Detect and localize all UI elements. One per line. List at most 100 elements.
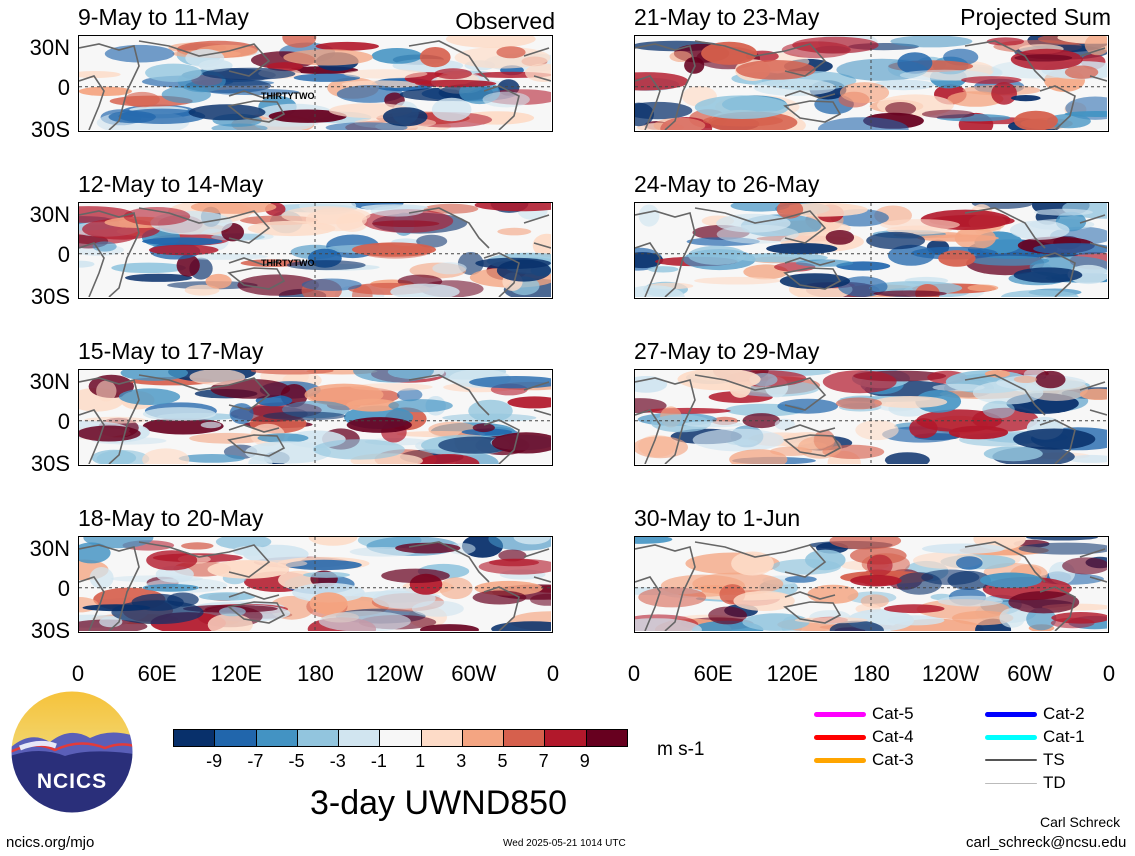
longitude-label: 120E (210, 661, 263, 686)
coastline (635, 409, 661, 464)
colorbar-tick-label: 3 (456, 751, 467, 771)
coastline (79, 210, 140, 297)
longitude-label: 0 (71, 661, 85, 686)
panel-title-r3: 30-May to 1-Jun (634, 505, 801, 531)
wind-anomaly-map (635, 36, 1107, 130)
coastline (227, 434, 286, 457)
author-email[interactable]: carl_schreck@ncsu.edu (966, 834, 1127, 851)
wind-anomaly-map (635, 203, 1107, 297)
coastline (1079, 381, 1106, 391)
colorbar-swatch (421, 730, 463, 746)
latitude-label: 30S (30, 284, 70, 309)
coastline (533, 576, 551, 583)
legend-label: Cat-2 (1043, 704, 1085, 723)
coastline (1089, 576, 1107, 583)
ncics-logo: NCICS (10, 690, 134, 814)
colorbar-tick-label: 9 (579, 751, 590, 771)
longitude-label: 60E (693, 661, 733, 686)
longitude-label: 120E (766, 661, 819, 686)
legend-item: Cat-4 (814, 727, 914, 747)
coastline (1079, 214, 1106, 224)
wind-anomaly-map (635, 370, 1107, 464)
map-panel-l1 (78, 202, 553, 299)
coastline (783, 100, 842, 123)
coastline (964, 207, 1046, 249)
main-title: 3-day UWND850 (310, 784, 567, 822)
coastline (138, 40, 271, 77)
coastline (635, 242, 661, 297)
legend-swatch (985, 759, 1037, 761)
coastline (964, 40, 1046, 82)
observed-header: Observed (455, 8, 555, 34)
coastline (408, 541, 490, 583)
colorbar-tick-label: 5 (497, 751, 508, 771)
coastline (783, 601, 842, 624)
latitude-label: 30S (30, 451, 70, 476)
map-panel-r3 (634, 536, 1109, 633)
coastline (784, 424, 836, 433)
map-panel-l0 (78, 35, 553, 132)
legend-item: Cat-2 (985, 704, 1085, 724)
legend-label: Cat-1 (1043, 727, 1085, 746)
footer-url[interactable]: ncics.org/mjo (6, 834, 95, 851)
coastline (228, 257, 280, 266)
coastline (635, 210, 696, 297)
legend-label: TD (1043, 773, 1066, 792)
latitude-label: 30N (29, 202, 70, 227)
coastline (1039, 586, 1076, 631)
coastline (523, 47, 550, 57)
longitude-label: 120W (365, 661, 424, 686)
colorbar-swatch (215, 730, 257, 746)
coastline (533, 242, 551, 249)
legend-label: Cat-3 (872, 750, 914, 769)
legend-label: TS (1043, 750, 1065, 769)
coastline (79, 377, 140, 464)
panel-title-l2: 15-May to 17-May (78, 338, 264, 364)
coastline (483, 419, 520, 464)
coastline (79, 242, 105, 297)
coastline (635, 377, 696, 464)
coastline (635, 75, 661, 130)
coastline (227, 100, 286, 123)
coastline (635, 43, 696, 130)
longitude-label: 0 (1102, 661, 1116, 686)
longitude-label: 0 (546, 661, 560, 686)
coastline (635, 544, 696, 631)
coastline (523, 548, 550, 558)
panel-title-r1: 24-May to 26-May (634, 171, 820, 197)
panel-title-r2: 27-May to 29-May (634, 338, 820, 364)
colorbar-swatch (545, 730, 587, 746)
wind-anomaly-map (79, 537, 551, 631)
colorbar-swatch (462, 730, 505, 746)
logo-text: NCICS (36, 770, 108, 793)
coastline (483, 85, 520, 130)
legend-item: Cat-5 (814, 704, 914, 724)
coastline (635, 576, 661, 631)
colorbar-swatch (174, 730, 216, 746)
coastline (408, 40, 490, 82)
storm-label-l0: THIRTYTWO (261, 91, 315, 101)
legend-item: TD (985, 773, 1066, 793)
longitude-label: 60W (451, 661, 497, 686)
coastline (79, 43, 140, 130)
footer-date: Wed 2025-05-21 1014 UTC (503, 838, 626, 849)
colorbar-swatch (297, 730, 340, 746)
coastline (227, 601, 286, 624)
colorbar-tick-label: -1 (370, 751, 387, 771)
map-panel-l2 (78, 369, 553, 466)
legend-swatch (814, 757, 866, 763)
legend-item: Cat-1 (985, 727, 1085, 747)
colorbar-swatch (256, 730, 298, 746)
panel-title-l0: 9-May to 11-May (78, 4, 249, 30)
coastline (138, 207, 271, 244)
colorbar-tick-label: -3 (329, 751, 346, 771)
coastline (523, 214, 550, 224)
coastline (1089, 75, 1107, 82)
coastline (533, 409, 551, 416)
longitude-label: 120W (921, 661, 980, 686)
coastline (694, 374, 827, 411)
coastline (964, 374, 1046, 416)
legend-item: TS (985, 750, 1065, 770)
legend-swatch (985, 782, 1037, 784)
panel-title-r0: 21-May to 23-May (634, 4, 820, 30)
